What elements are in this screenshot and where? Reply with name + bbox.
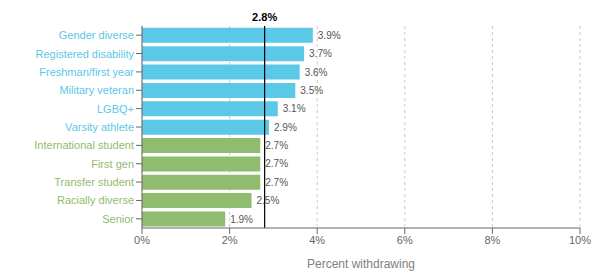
svg-text:8%: 8% [484,234,500,246]
svg-text:2.5%: 2.5% [257,195,280,206]
svg-text:3.5%: 3.5% [300,85,323,96]
svg-text:3.9%: 3.9% [318,30,341,41]
svg-text:Freshman/first year: Freshman/first year [39,66,134,78]
svg-text:2%: 2% [222,234,238,246]
svg-text:0%: 0% [134,234,150,246]
svg-text:International student: International student [34,139,134,151]
svg-text:2.7%: 2.7% [265,177,288,188]
svg-text:Transfer student: Transfer student [54,176,134,188]
svg-text:2.8%: 2.8% [252,11,277,23]
svg-text:2.7%: 2.7% [265,158,288,169]
svg-text:Military veteran: Military veteran [59,84,134,96]
svg-text:1.9%: 1.9% [230,214,253,225]
svg-text:First gen: First gen [91,158,134,170]
svg-text:Varsity athlete: Varsity athlete [65,121,134,133]
svg-text:6%: 6% [397,234,413,246]
svg-text:Registered disability: Registered disability [36,48,135,60]
svg-text:3.7%: 3.7% [309,48,332,59]
svg-text:Percent withdrawing: Percent withdrawing [307,257,415,271]
svg-text:3.1%: 3.1% [283,103,306,114]
svg-text:3.6%: 3.6% [305,67,328,78]
svg-text:2.7%: 2.7% [265,140,288,151]
svg-text:Senior: Senior [102,213,134,225]
svg-text:4%: 4% [309,234,325,246]
svg-text:2.9%: 2.9% [274,122,297,133]
svg-text:Gender diverse: Gender diverse [59,29,134,41]
svg-text:10%: 10% [569,234,591,246]
svg-text:Racially diverse: Racially diverse [57,194,134,206]
svg-text:LGBQ+: LGBQ+ [97,103,134,115]
